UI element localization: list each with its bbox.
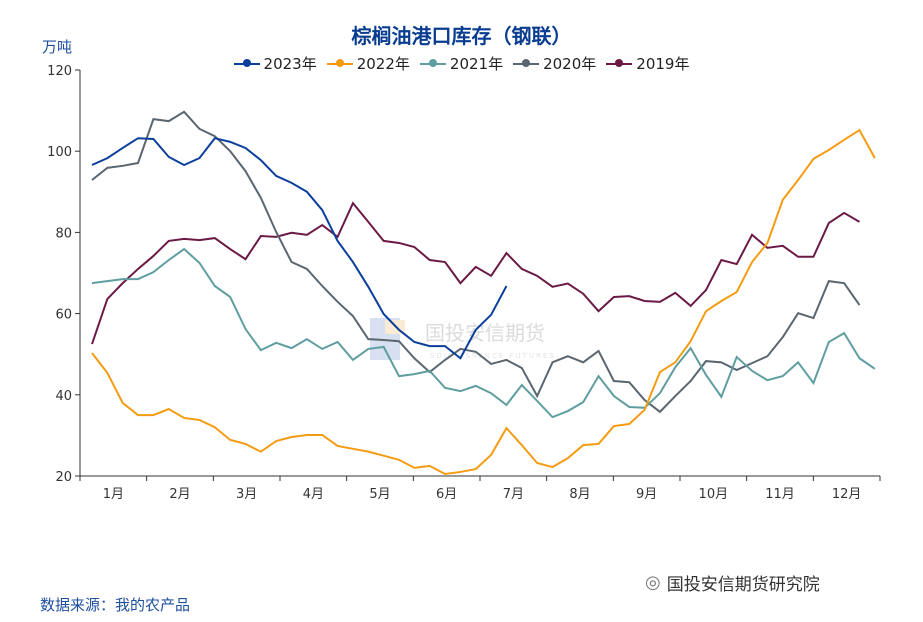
legend-label: 2020年 — [543, 55, 597, 73]
watermark-center: 国投安信期货 — [425, 321, 545, 345]
y-tick-label: 40 — [55, 389, 72, 404]
legend-label: 2023年 — [263, 55, 317, 73]
wechat-icon: ◎ — [645, 572, 661, 593]
x-tick-label: 2月 — [169, 487, 190, 502]
x-tick-label: 12月 — [832, 487, 862, 502]
y-tick-label: 60 — [55, 308, 72, 323]
legend-swatch — [326, 58, 353, 67]
legend-item: 2019年 — [606, 53, 689, 74]
series-line-2023年 — [91, 137, 508, 360]
legend-swatch — [419, 58, 446, 67]
y-tick-label: 120 — [47, 64, 72, 79]
series-line-2019年 — [91, 201, 861, 345]
legend-swatch — [233, 58, 260, 67]
y-tick-label: 20 — [55, 470, 72, 485]
legend-item: 2020年 — [513, 53, 596, 74]
x-tick-label: 4月 — [303, 487, 324, 502]
legend-item: 2021年 — [419, 53, 504, 74]
x-tick-label: 10月 — [699, 487, 729, 502]
watermark-logo: 国投安信期货 SDIC ESSENCE FUTURES — [370, 318, 556, 360]
source-note: 数据来源：我的农产品 — [40, 596, 191, 614]
x-tick-label: 9月 — [636, 487, 657, 502]
legend-swatch — [606, 58, 633, 67]
legend-label: 2022年 — [356, 55, 410, 73]
x-tick-label: 6月 — [436, 487, 457, 502]
x-tick-label: 8月 — [569, 487, 590, 502]
legend-label: 2019年 — [636, 55, 690, 73]
x-tick-label: 11月 — [765, 487, 795, 502]
y-axis-label: 万吨 — [42, 38, 73, 56]
legend-swatch — [513, 58, 540, 67]
x-tick-label: 5月 — [369, 487, 390, 502]
series-line-2020年 — [91, 110, 861, 414]
legend-item: 2022年 — [326, 53, 410, 74]
legend-label: 2021年 — [449, 55, 504, 73]
watermark: ◎ 国投安信期货研究院 — [645, 570, 820, 595]
y-tick-label: 80 — [55, 226, 72, 241]
x-tick-label: 7月 — [503, 487, 524, 502]
watermark-center-en: SDIC ESSENCE FUTURES — [430, 352, 556, 360]
x-tick-label: 3月 — [236, 487, 257, 502]
series-line-2022年 — [91, 128, 876, 476]
y-tick-label: 100 — [47, 145, 72, 160]
legend-item: 2023年 — [233, 53, 317, 74]
series-line-2021年 — [91, 247, 876, 419]
legend: 2023年 2022年 2021年 2020年 2019年 — [0, 53, 923, 74]
watermark-text: 国投安信期货研究院 — [666, 575, 820, 595]
x-tick-label: 1月 — [103, 487, 124, 502]
chart-title: 棕榈油港口库存（钢联） — [351, 24, 572, 48]
